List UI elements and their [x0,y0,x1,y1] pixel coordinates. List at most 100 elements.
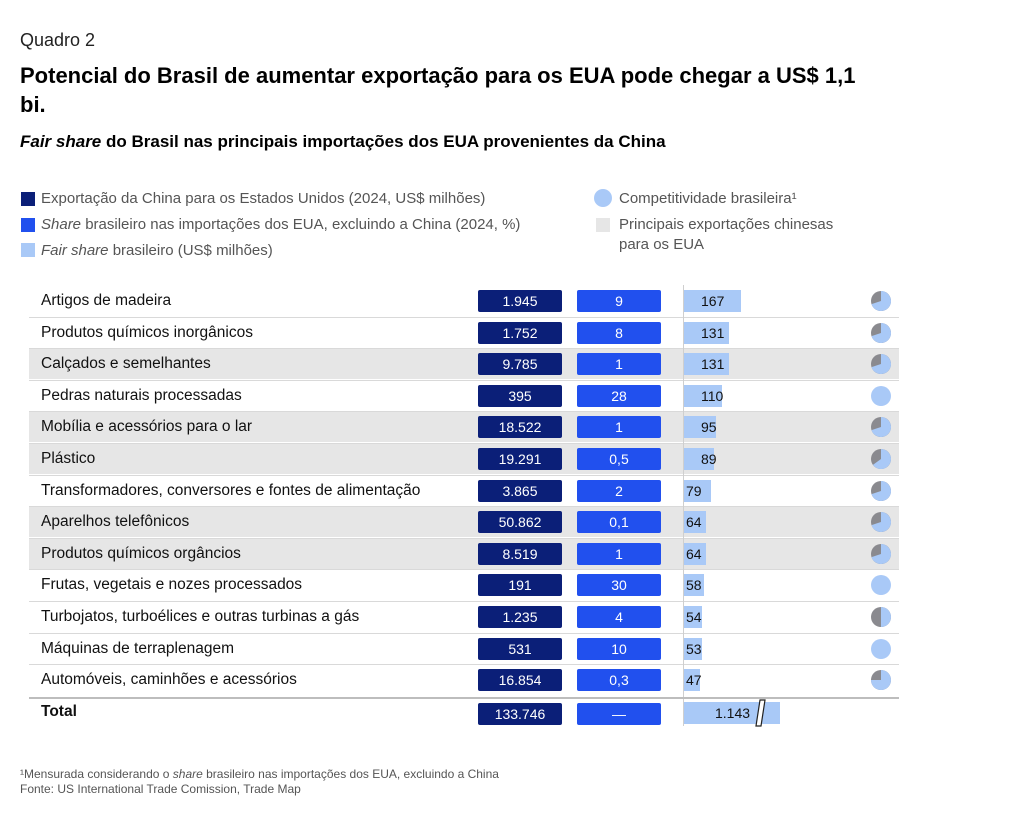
fair-share-value: 131 [701,325,725,341]
pie-background [871,575,891,595]
fair-share-value: 89 [701,451,717,467]
competitiveness-pie [871,291,891,311]
row-label: Artigos de madeira [41,292,172,309]
fair-share-bar [684,448,714,470]
fair-share-bar [684,322,729,344]
fair-share-bar [684,290,741,312]
pie-background [871,386,891,406]
total-label: Total [41,703,77,720]
row-separator [29,348,899,349]
fair-share-value: 47 [686,672,702,688]
row-label: Calçados e semelhantes [41,355,211,372]
competitiveness-pie [871,323,891,343]
competitiveness-pie [871,670,891,690]
row-separator [29,411,899,412]
axis-break-icon [755,699,766,727]
brazil-share-value: 9 [577,290,661,312]
china-export-value: 19.291 [478,448,562,470]
footnote-post: brasileiro nas importações dos EUA, excl… [202,767,499,781]
fair-share-bar [684,385,722,407]
competitiveness-pie [871,417,891,437]
competitiveness-pie [871,544,891,564]
competitiveness-pie [871,607,891,627]
row-label: Produtos químicos orgâncios [41,545,241,562]
row-label: Mobília e acessórios para o lar [41,418,253,435]
china-export-value: 1.752 [478,322,562,344]
pie-slice [871,512,891,532]
legend-label-principal-1: Principais exportações chinesas [619,216,834,233]
brazil-share-value: 1 [577,543,661,565]
footnote-line-1: ¹Mensurada considerando o share brasilei… [20,767,499,782]
footnote-pre: ¹Mensurada considerando o [20,767,173,781]
fair-share-value: 79 [686,483,702,499]
row-highlight [29,411,899,442]
fair-share-axis [683,285,684,726]
brazil-share-value: 0,3 [577,669,661,691]
fair-share-value: 131 [701,356,725,372]
row-highlight [29,443,899,474]
fair-share-value: 110 [701,388,724,404]
fair-share-bar [684,574,704,596]
total-china-export: 133.746 [478,703,562,725]
china-export-value: 3.865 [478,480,562,502]
pie-slice [871,670,891,690]
fair-share-bar [684,638,702,660]
row-separator [29,633,899,634]
china-export-value: 18.522 [478,416,562,438]
fair-share-bar [684,353,729,375]
pie-slice [871,323,891,343]
competitiveness-pie [871,575,891,595]
row-highlight [29,538,899,569]
china-export-value: 395 [478,385,562,407]
total-fair-share-bar [684,702,780,724]
brazil-share-value: 2 [577,480,661,502]
competitiveness-pie [871,639,891,659]
row-label: Transformadores, conversores e fontes de… [41,482,421,499]
brazil-share-value: 28 [577,385,661,407]
fair-share-value: 53 [686,641,702,657]
row-label: Automóveis, caminhões e acessórios [41,671,297,688]
footnote-source: Fonte: US International Trade Comission,… [20,782,301,796]
legend-share-rest: brasileiro nas importações dos EUA, excl… [81,216,521,233]
legend-swatch-share [21,218,35,232]
competitiveness-pie [871,481,891,501]
subtitle-rest: do Brasil nas principais importações dos… [101,132,666,151]
brazil-share-value: 1 [577,416,661,438]
row-label: Aparelhos telefônicos [41,513,190,530]
competitiveness-pie [871,512,891,532]
china-export-value: 1.945 [478,290,562,312]
row-label: Frutas, vegetais e nozes processados [41,576,303,593]
fair-share-bar [684,543,706,565]
row-separator [29,569,899,570]
fair-share-bar [684,480,711,502]
competitiveness-pie [871,386,891,406]
total-divider [29,697,899,699]
row-separator [29,317,899,318]
fair-share-value: 64 [686,546,702,562]
chart-title: Potencial do Brasil de aumentar exportaç… [20,63,856,117]
row-separator [29,475,899,476]
china-export-value: 1.235 [478,606,562,628]
legend-label-principal-2: para os EUA [619,236,705,253]
pie-slice [871,417,891,437]
legend-fair-rest: brasileiro (US$ milhões) [108,242,273,259]
row-label: Plástico [41,450,96,467]
china-export-value: 8.519 [478,543,562,565]
legend-label-china: Exportação da China para os Estados Unid… [41,190,486,207]
competitiveness-pie [871,354,891,374]
row-label: Pedras naturais processadas [41,387,242,404]
row-separator [29,506,899,507]
fair-share-bar [684,606,702,628]
fair-share-value: 54 [686,609,702,625]
brazil-share-value: 4 [577,606,661,628]
pie-slice [871,481,891,501]
row-highlight [29,506,899,537]
pie-slice [881,607,891,627]
brazil-share-value: 0,1 [577,511,661,533]
footnote-italic: share [172,767,203,781]
pie-slice [871,354,891,374]
fair-share-bar [684,511,706,533]
fair-share-bar [684,416,716,438]
row-label: Máquinas de terraplenagem [41,640,235,657]
china-export-value: 9.785 [478,353,562,375]
